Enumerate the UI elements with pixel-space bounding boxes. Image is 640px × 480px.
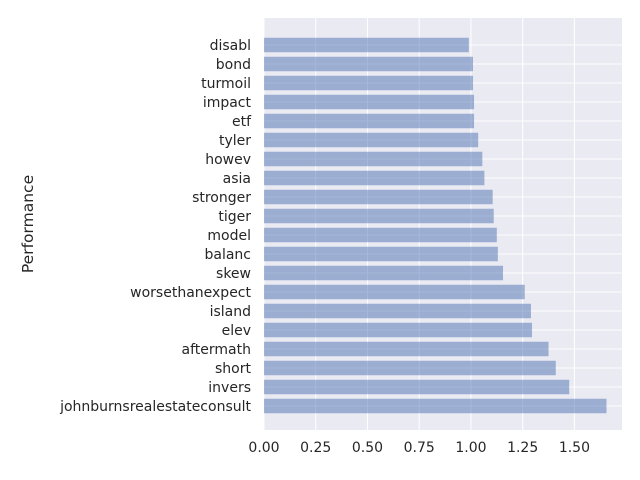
bar-bond (264, 56, 474, 72)
y-tick-label: elev (222, 323, 251, 339)
bar-model (264, 227, 497, 243)
x-tick-label: 0.75 (404, 440, 435, 456)
bar-tyler (264, 132, 479, 148)
bar-stronger (264, 189, 493, 205)
y-tick-label: bond (216, 57, 251, 73)
bar-johnburnsrealestateconsult (264, 398, 607, 414)
bar-short (264, 360, 556, 376)
bar-skew (264, 265, 504, 281)
bar-turmoil (264, 75, 474, 91)
bar-asia (264, 170, 485, 186)
bar-aftermath (264, 341, 549, 357)
y-tick-label: invers (208, 380, 251, 396)
y-tick-label: skew (216, 266, 251, 282)
bar-etf (264, 113, 475, 129)
y-axis-label: Performance (19, 175, 37, 273)
y-tick-label: balanc (204, 247, 251, 263)
bar-disabl (264, 37, 469, 53)
y-tick-label: johnburnsrealestateconsult (59, 399, 251, 415)
x-tick-label: 1.00 (455, 440, 486, 456)
bar-invers (264, 379, 570, 395)
x-tick-label: 0.25 (300, 440, 331, 456)
bar-tiger (264, 208, 494, 224)
x-tick-label: 1.50 (559, 440, 590, 456)
y-tick-label: stronger (192, 190, 251, 206)
x-tick-label: 1.25 (507, 440, 538, 456)
y-tick-label: disabl (210, 38, 251, 54)
y-tick-label: impact (203, 95, 252, 111)
y-tick-label: short (215, 361, 251, 377)
y-tick-label: aftermath (182, 342, 251, 358)
y-tick-label: model (207, 228, 251, 244)
y-tick-labels: disabl bond turmoil impact etf tyler howev asia… (59, 38, 252, 415)
y-tick-label: asia (223, 171, 251, 187)
y-tick-label: worsethanexpect (130, 285, 251, 301)
bars (264, 37, 607, 414)
x-tick-label: 0.50 (352, 440, 383, 456)
bar-balanc (264, 246, 498, 262)
y-tick-label: howev (205, 152, 251, 168)
y-tick-label: turmoil (201, 76, 251, 92)
y-tick-label: island (210, 304, 251, 320)
bar-island (264, 303, 531, 319)
x-tick-labels: 0.00 0.25 0.50 0.75 1.00 1.25 1.50 (248, 440, 590, 456)
y-tick-label: tyler (219, 133, 251, 149)
bar-elev (264, 322, 532, 338)
y-tick-label: tiger (218, 209, 251, 225)
x-tick-label: 0.00 (248, 440, 279, 456)
y-tick-label: etf (232, 114, 252, 130)
bar-impact (264, 94, 475, 110)
bar-howev (264, 151, 483, 167)
bar-worsethanexpect (264, 284, 525, 300)
